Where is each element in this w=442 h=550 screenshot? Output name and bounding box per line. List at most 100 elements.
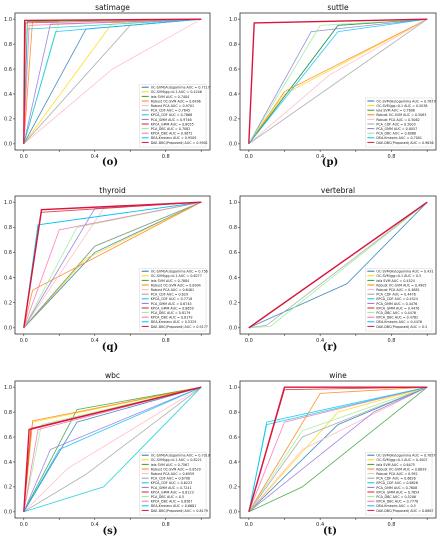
- legend-box: [139, 452, 207, 516]
- legend-label: OC-SVM(gg=0.1 AUC = 0.4246: [151, 90, 202, 94]
- series-line: [23, 201, 202, 329]
- legend-label: OC-SVM(Autogamma AUC = 0.7857: [376, 454, 435, 458]
- legend-label: PCA_CDF AUC = 0.6708: [151, 477, 190, 481]
- series-line: [248, 18, 428, 145]
- series-line: [248, 201, 428, 329]
- legend-label: OC-SVM(gg=0.1 AUC = 0.4007: [376, 458, 427, 462]
- series-line: [248, 386, 428, 513]
- legend-label: OC-SVM(Autogamma AUC = 0.7673: [376, 99, 435, 103]
- x-tick-label: 0.4: [91, 522, 99, 528]
- y-tick-label: 1.0: [4, 200, 12, 206]
- y-tick-label: 0.8: [4, 410, 12, 416]
- legend-label: iela SVM AUC = 0.7608: [376, 109, 415, 113]
- series-line: [23, 18, 202, 144]
- chart-title: wine: [329, 371, 347, 380]
- legend-label: Robust PCA AUC = 0.6959: [151, 472, 194, 476]
- y-tick-label: 0.0: [229, 510, 237, 516]
- series-line: [248, 386, 428, 513]
- legend-label: Robust OC-SVM AUC = 0.6639: [376, 467, 426, 471]
- y-tick-label: 0.2: [229, 117, 237, 123]
- y-tick-label: 0.8: [4, 225, 12, 231]
- series-line: [248, 386, 428, 513]
- series-line: [23, 386, 202, 512]
- legend-label: DEA-Kmeans AUC = 0.6681: [151, 504, 197, 508]
- y-tick-label: 0.4: [4, 460, 12, 466]
- legend-label: PCA_GMM AUC = 0.6745: [151, 302, 192, 306]
- y-tick-label: 0.6: [4, 250, 12, 256]
- legend-label: KPCA_DBC AUC = 0.8179: [151, 316, 193, 320]
- x-tick-label: 0.0: [20, 154, 28, 160]
- series-line: [248, 201, 428, 329]
- legend-label: OC-SVM(gg=0.1 AUC = 0.8221: [151, 458, 202, 462]
- legend-label: PCA_CDF AUC = 0.629: [151, 293, 188, 297]
- legend-label: PCA_CDF AUC = 0.4476: [376, 293, 415, 297]
- series-line: [23, 386, 202, 513]
- panel-caption: (t): [323, 526, 337, 537]
- legend-label: PCA_DBC AUC = 0.5: [151, 495, 184, 499]
- legend-label: PCA_DBC AUC = 0.5206: [376, 495, 416, 499]
- y-tick-label: 0.8: [229, 410, 237, 416]
- y-tick-label: 0.8: [4, 42, 12, 48]
- y-tick-label: 0.6: [229, 67, 237, 73]
- y-tick-label: 0.4: [229, 460, 237, 466]
- legend-box: [139, 83, 207, 148]
- panel-caption: (s): [102, 526, 117, 537]
- legend-label: PCA_DBC AUC = 0.4476: [376, 311, 416, 315]
- legend-label: KPCA_CDF AUC = 0.6826: [376, 481, 418, 485]
- legend-label: Robust OC-SVM AUC = 0.8904: [151, 283, 201, 287]
- x-tick-label: 0.4: [316, 522, 324, 528]
- y-tick-label: 0.6: [4, 435, 12, 441]
- legend-label: DEA-Kmeans AUC = 0.5329: [151, 320, 197, 324]
- legend-label: Robust PCA AUC = 0.6481: [151, 288, 194, 292]
- series-line: [248, 18, 428, 145]
- chart-title: wbc: [105, 371, 120, 380]
- legend-label: iela SVM AUC = 0.6475: [376, 463, 415, 467]
- legend-label: DAE-DBC(Proposed) AUC = 0.5: [376, 325, 427, 329]
- legend-label: iela SVM AUC = 0.7404: [151, 95, 190, 99]
- legend-label: PCA_GMM AUC = 0.9746: [151, 118, 192, 122]
- y-tick-label: 1.0: [4, 385, 12, 391]
- y-tick-label: 0.2: [4, 485, 12, 491]
- series-line: [23, 18, 202, 145]
- legend-label: KPCA_GMM AUC = 0.8659: [151, 306, 194, 310]
- panel-wine: wine 0.0 0.4 0.8 0.0 0.2 0.4 0.6 0.8 1.0 OC-SVM(Au…: [229, 371, 437, 537]
- chart-title: thyroid: [99, 186, 126, 195]
- series-line: [23, 18, 202, 144]
- y-tick-label: 0.0: [229, 326, 237, 332]
- legend-label: OC-SVM(gg=0.1 AUC = 0.5: [376, 274, 421, 278]
- legend-label: PCA_DBC AUC = 0.7082: [151, 127, 191, 131]
- x-tick-label: 0.0: [20, 522, 28, 528]
- series-line: [248, 386, 428, 513]
- x-tick-label: 0.4: [91, 154, 99, 160]
- legend-box: [365, 97, 433, 148]
- chart-title: suttle: [327, 3, 349, 12]
- legend-label: KPCA_DBC AUC = 0.8567: [151, 500, 193, 504]
- y-tick-label: 1.0: [229, 17, 237, 23]
- legend-label: OC-SVM(Autogamma AUC = 0.7019: [151, 454, 210, 458]
- series-line: [248, 18, 428, 145]
- series-line: [248, 386, 428, 513]
- series-line: [248, 386, 428, 513]
- legend-label: DEA-Kmeans AUC = 0.4476: [376, 320, 422, 324]
- y-tick-label: 0.4: [4, 275, 12, 281]
- series-line: [248, 18, 428, 145]
- x-tick-label: 0.4: [91, 338, 99, 344]
- legend-label: OC-SVM(gg=0.1 AUC = 0.5038: [376, 104, 427, 108]
- series-line: [248, 201, 428, 329]
- legend-label: DAE-DBC(Proposed) AUC = 0.8887: [376, 509, 433, 513]
- y-tick-label: 1.0: [229, 385, 237, 391]
- legend-label: PCA_GMM AUC = 0.8057: [376, 127, 417, 131]
- chart-title: vertebral: [321, 186, 355, 195]
- legend-label: iela SVM AUC = 0.7567: [151, 463, 190, 467]
- legend-label: Robust PCA AUC = 0.4881: [376, 288, 419, 292]
- legend-label: KPCA_GMM AUC = 0.7654: [376, 490, 419, 494]
- panel-caption: (r): [323, 342, 338, 353]
- series-line: [23, 201, 202, 328]
- legend-label: KPCA_CDF AUC = 0.7718: [151, 297, 193, 301]
- y-tick-label: 0.2: [4, 300, 12, 306]
- legend-label: iela SVM AUC = 0.7884: [151, 279, 190, 283]
- legend-box: [139, 268, 207, 332]
- legend-label: PCA_DBC AUC = 0.8066: [376, 132, 416, 136]
- y-tick-label: 0.6: [4, 67, 12, 73]
